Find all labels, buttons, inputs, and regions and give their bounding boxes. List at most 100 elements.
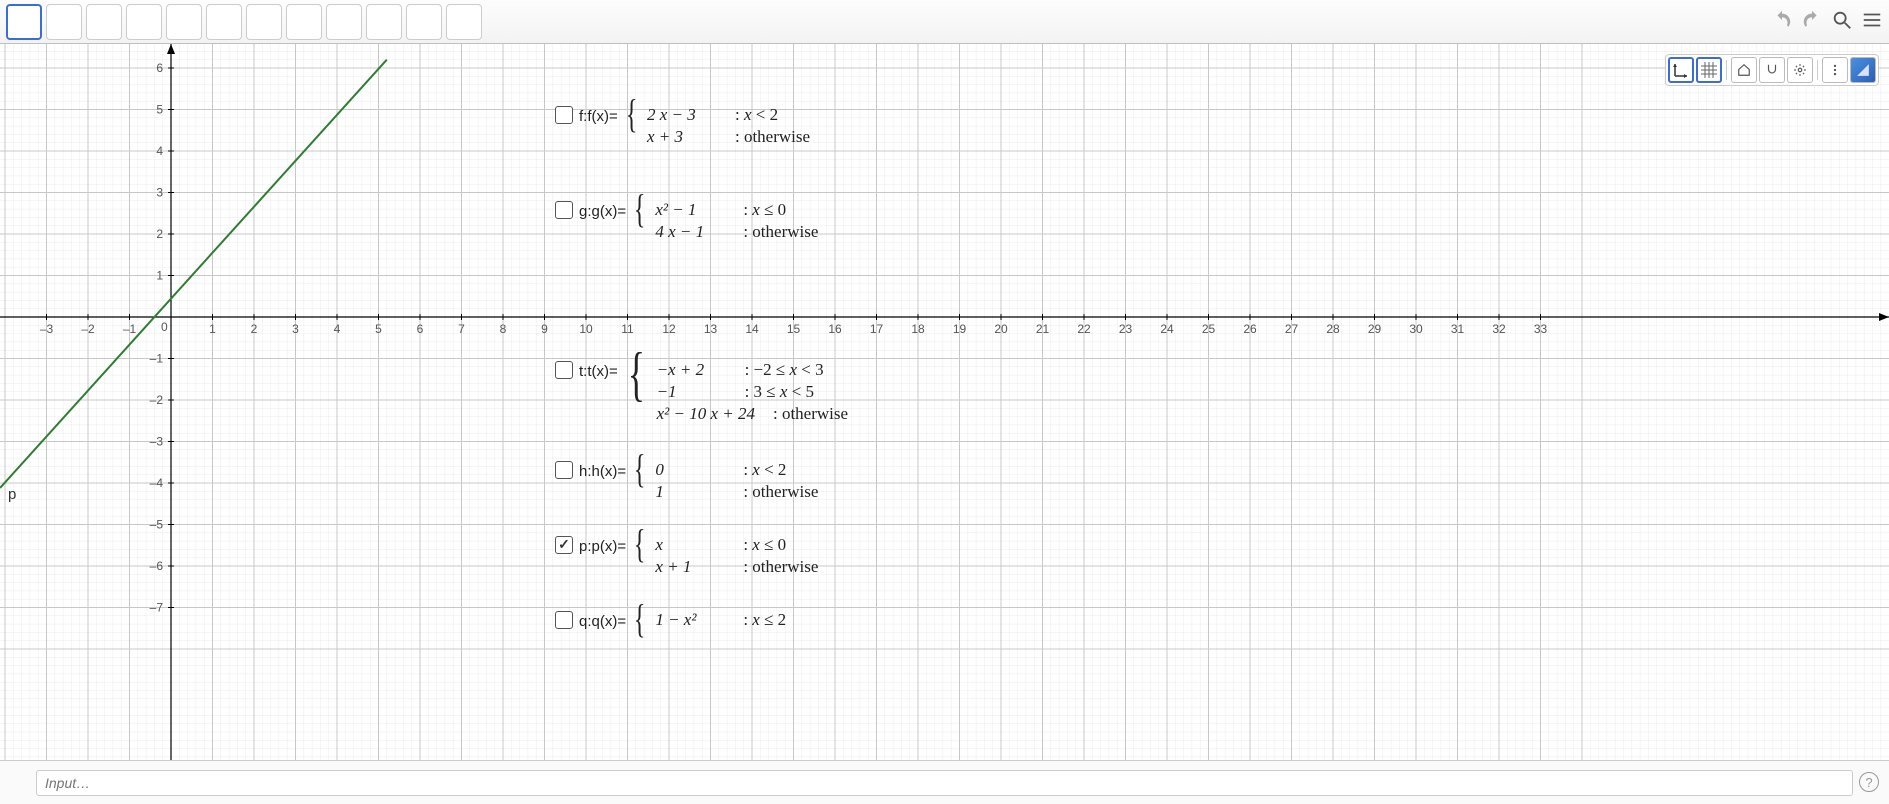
function-checkbox-f[interactable] [555, 106, 573, 124]
tool-button-1[interactable] [46, 4, 82, 40]
svg-text:–2: –2 [81, 322, 95, 336]
function-cases: 1 − x² : x ≤ 2 [655, 609, 786, 631]
case-condition: : −2 ≤ x < 3 [745, 359, 824, 381]
svg-text:3: 3 [292, 322, 299, 336]
tool-button-2[interactable] [86, 4, 122, 40]
svg-text:33: 33 [1534, 322, 1548, 336]
more-options-button[interactable] [1822, 57, 1848, 83]
function-def-q[interactable]: q:q(x)= {1 − x² : x ≤ 2 [555, 609, 786, 631]
svg-text:–7: –7 [150, 601, 164, 615]
undo-icon[interactable] [1771, 9, 1793, 36]
tool-button-7[interactable] [286, 4, 322, 40]
tool-button-9[interactable] [366, 4, 402, 40]
svg-text:6: 6 [417, 322, 424, 336]
function-label: t:t(x)= [579, 363, 618, 380]
svg-text:28: 28 [1326, 322, 1340, 336]
settings-button[interactable] [1787, 57, 1813, 83]
function-checkbox-h[interactable] [555, 461, 573, 479]
svg-text:–3: –3 [150, 435, 164, 449]
function-checkbox-p[interactable]: ✓ [555, 536, 573, 554]
view-options-panel [1665, 54, 1879, 86]
svg-text:8: 8 [500, 322, 507, 336]
case-condition: : 3 ≤ x < 5 [745, 381, 814, 403]
function-case-row: x: x ≤ 0 [655, 534, 818, 556]
function-label: f:f(x)= [579, 108, 618, 125]
case-condition: : otherwise [773, 403, 848, 425]
svg-text:29: 29 [1368, 322, 1382, 336]
svg-text:31: 31 [1451, 322, 1465, 336]
case-condition: : otherwise [743, 556, 818, 578]
svg-text:–1: –1 [123, 322, 137, 336]
function-case-row: 1 − x² : x ≤ 2 [655, 609, 786, 631]
svg-text:4: 4 [156, 144, 163, 158]
function-def-f[interactable]: f:f(x)={2 x − 3: x < 2x + 3: otherwise [555, 104, 810, 148]
svg-text:1: 1 [156, 269, 163, 283]
svg-text:–4: –4 [150, 476, 164, 490]
svg-text:14: 14 [745, 322, 759, 336]
function-def-p[interactable]: ✓ p:p(x)= { x: x ≤ 0x + 1 : otherwise [555, 534, 818, 578]
style-bar-button[interactable] [1850, 57, 1876, 83]
toolbar [0, 0, 1889, 44]
svg-text:19: 19 [953, 322, 967, 336]
function-label: h:h(x)= [579, 463, 626, 480]
svg-text:11: 11 [621, 322, 634, 336]
function-checkbox-t[interactable] [555, 361, 573, 379]
case-expression: 1 [655, 481, 725, 503]
svg-text:2: 2 [156, 227, 163, 241]
tool-button-3[interactable] [126, 4, 162, 40]
menu-icon[interactable] [1861, 9, 1883, 36]
function-cases: −x + 2: −2 ≤ x < 3−1: 3 ≤ x < 5x² − 10 x… [657, 359, 848, 425]
tool-button-0[interactable] [6, 4, 42, 40]
svg-text:12: 12 [662, 322, 676, 336]
toggle-axes-button[interactable] [1668, 57, 1694, 83]
svg-text:2: 2 [251, 322, 258, 336]
home-view-button[interactable] [1731, 57, 1757, 83]
svg-text:–3: –3 [40, 322, 54, 336]
snap-button[interactable] [1759, 57, 1785, 83]
function-label: p:p(x)= [579, 538, 626, 555]
help-icon[interactable]: ? [1859, 772, 1879, 792]
tool-button-5[interactable] [206, 4, 242, 40]
function-def-g[interactable]: g:g(x)={x² − 1: x ≤ 04 x − 1: otherwise [555, 199, 818, 243]
function-cases: x: x ≤ 0x + 1 : otherwise [655, 534, 818, 578]
tool-button-6[interactable] [246, 4, 282, 40]
toggle-grid-button[interactable] [1696, 57, 1722, 83]
svg-text:18: 18 [911, 322, 925, 336]
function-label: q:q(x)= [579, 613, 626, 630]
function-def-t[interactable]: t:t(x)={−x + 2: −2 ≤ x < 3−1: 3 ≤ x < 5x… [555, 359, 848, 425]
function-checkbox-q[interactable] [555, 611, 573, 629]
tool-button-11[interactable] [446, 4, 482, 40]
svg-text:21: 21 [1036, 322, 1050, 336]
svg-text:15: 15 [787, 322, 801, 336]
brace-icon: { [634, 609, 646, 629]
case-expression: 1 − x² [655, 609, 725, 631]
function-case-row: 0: x < 2 [655, 459, 818, 481]
case-expression: x + 1 [655, 556, 725, 578]
function-case-row: 2 x − 3 : x < 2 [647, 104, 810, 126]
svg-text:0: 0 [161, 320, 168, 334]
function-checkbox-g[interactable] [555, 201, 573, 219]
case-expression: x + 3 [647, 126, 717, 148]
case-condition: : x < 2 [735, 104, 778, 126]
function-cases: x² − 1: x ≤ 04 x − 1: otherwise [655, 199, 818, 243]
tool-button-10[interactable] [406, 4, 442, 40]
function-case-row: x² − 1: x ≤ 0 [655, 199, 818, 221]
redo-icon[interactable] [1801, 9, 1823, 36]
svg-text:7: 7 [458, 322, 465, 336]
case-condition: : otherwise [743, 481, 818, 503]
function-label: g:g(x)= [579, 203, 626, 220]
search-icon[interactable] [1831, 9, 1853, 36]
function-cases: 2 x − 3: x < 2x + 3: otherwise [647, 104, 810, 148]
function-line-label[interactable]: p [8, 486, 16, 503]
function-case-row: 1 : otherwise [655, 481, 818, 503]
case-condition: : x ≤ 2 [743, 609, 786, 631]
svg-text:1: 1 [209, 322, 216, 336]
graph-area[interactable]: –3–2–10123456789101112131415161718192021… [0, 44, 1889, 760]
case-expression: 2 x − 3 [647, 104, 717, 126]
tool-button-4[interactable] [166, 4, 202, 40]
algebra-input[interactable] [36, 770, 1853, 796]
function-def-h[interactable]: h:h(x)={0: x < 21: otherwise [555, 459, 818, 503]
tool-button-8[interactable] [326, 4, 362, 40]
brace-icon: { [634, 534, 646, 554]
brace-icon: { [626, 104, 638, 124]
